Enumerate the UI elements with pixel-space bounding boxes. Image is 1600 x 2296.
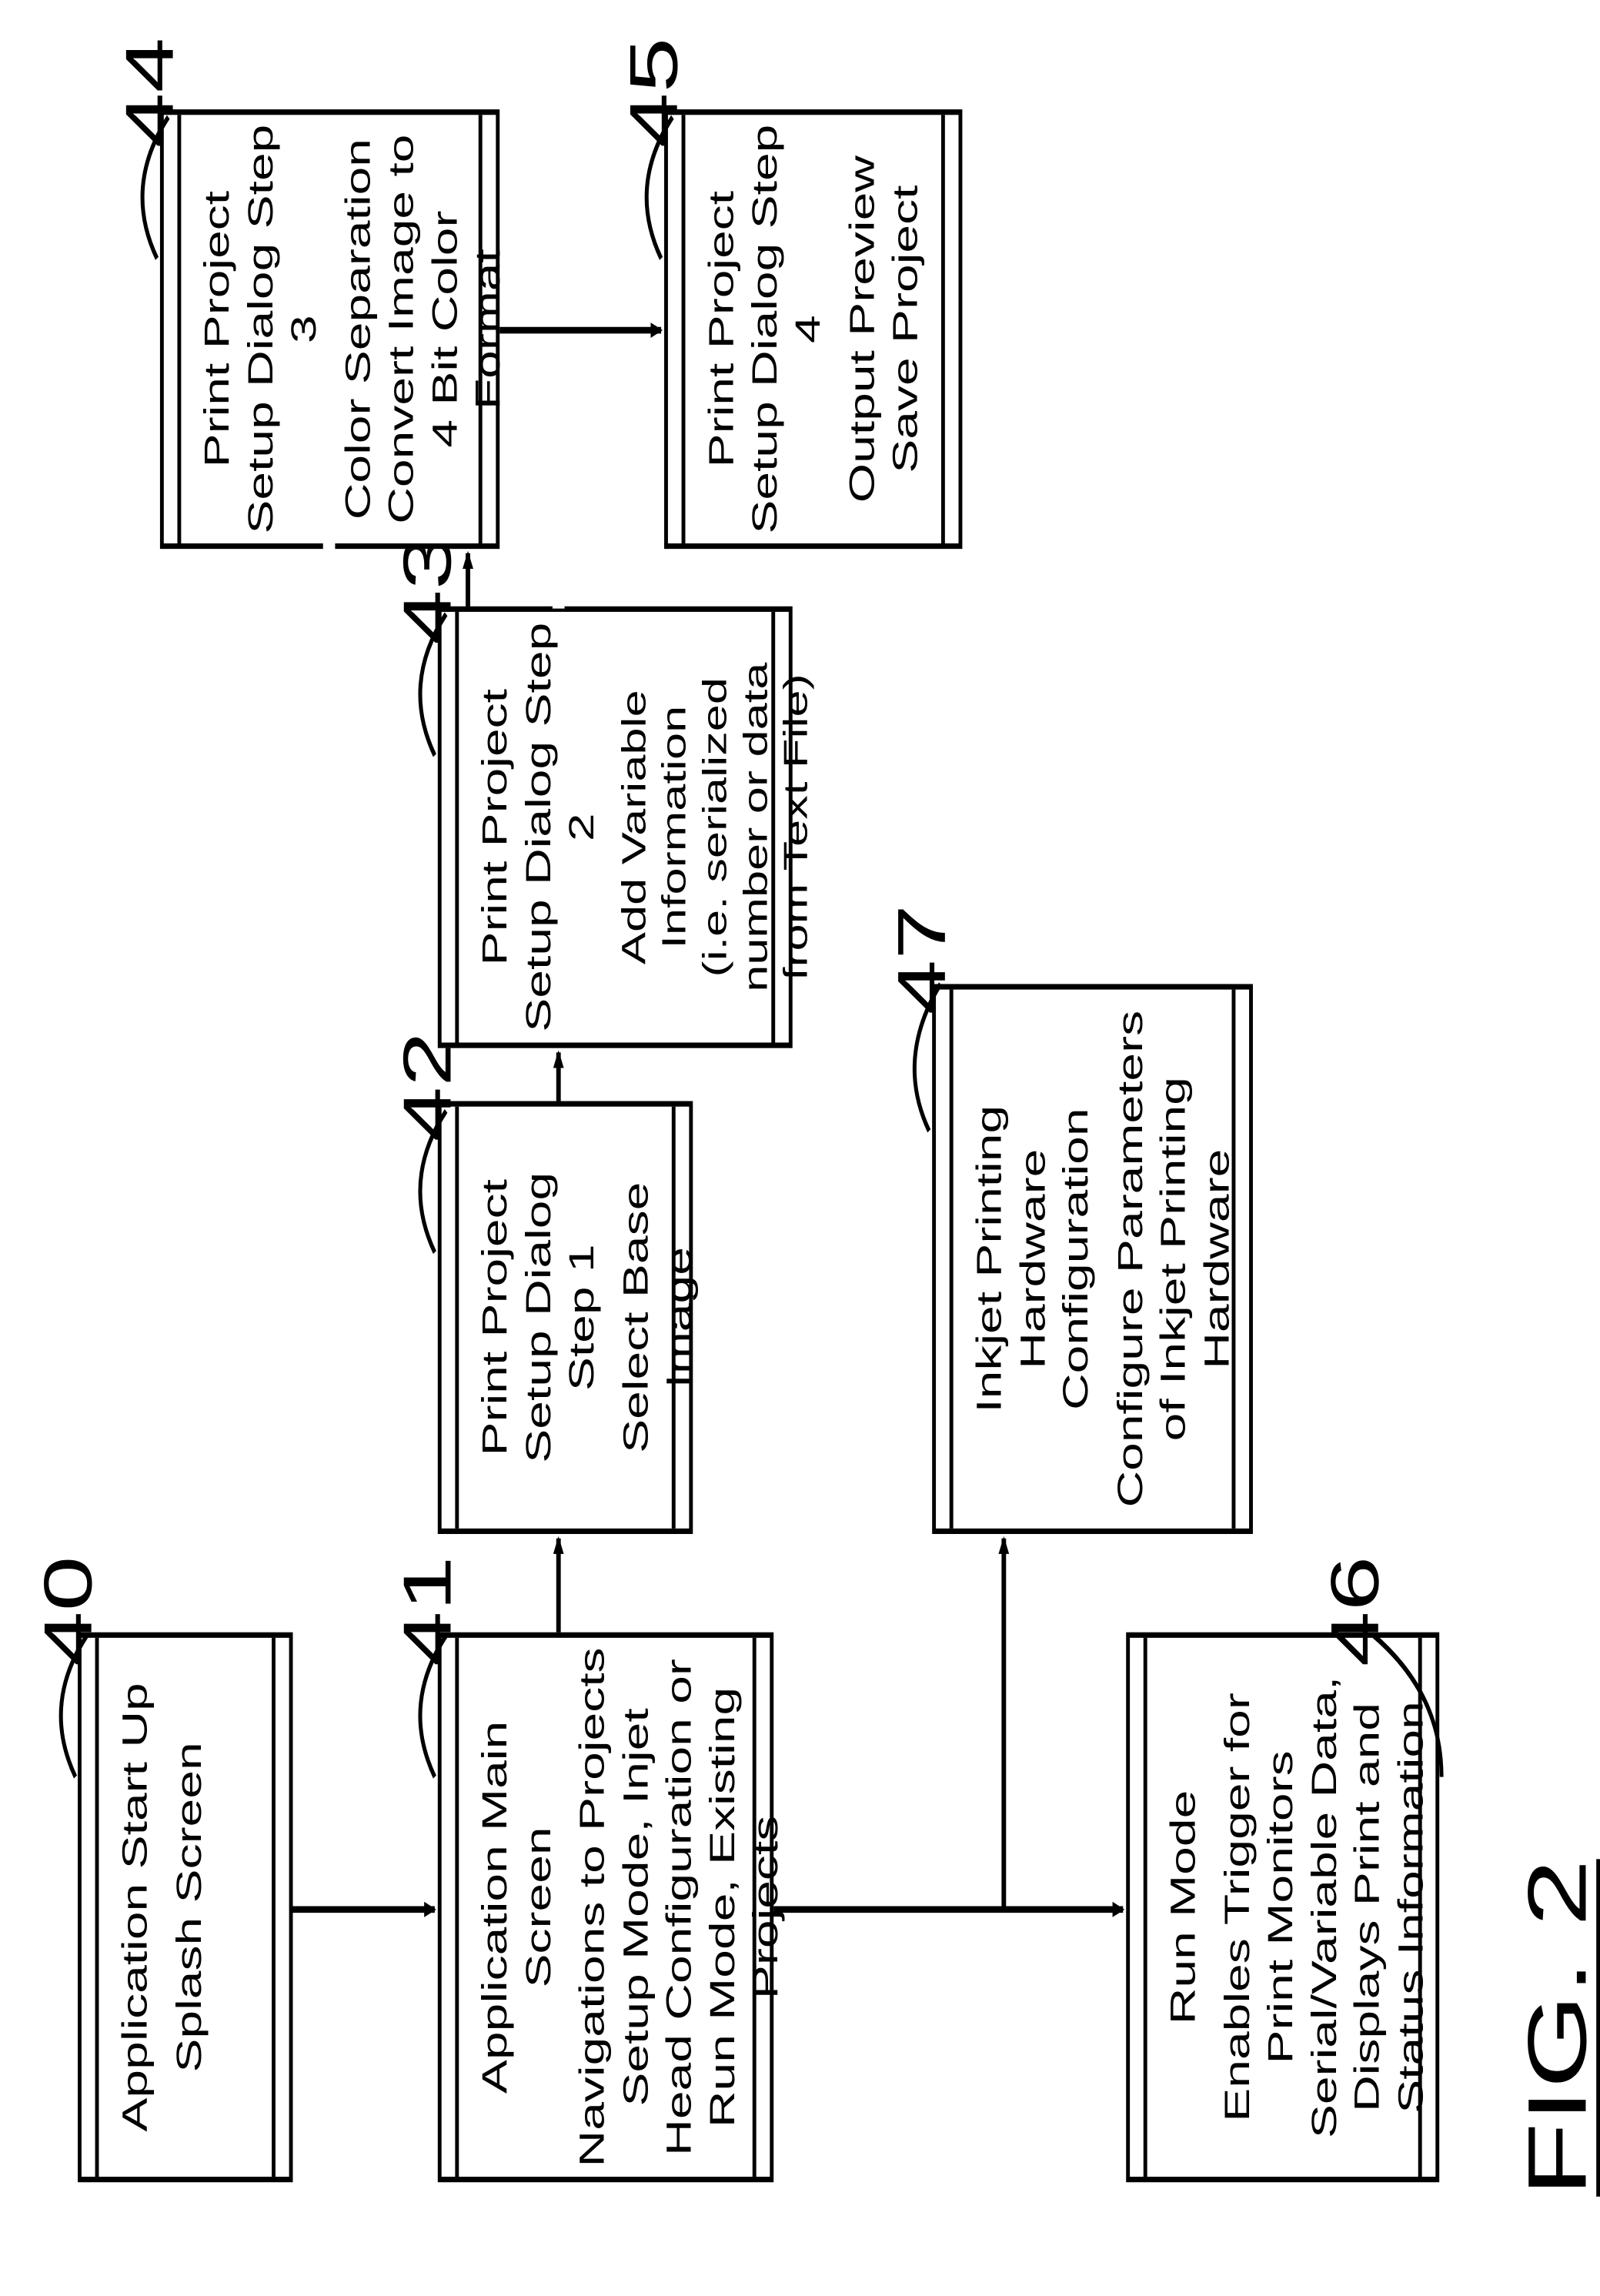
flowchart-canvas: Application Start Up Splash Screen 40 Ap… [0, 0, 1600, 2296]
figure-label: FIG. 2 [1509, 1859, 1600, 2197]
arrow-43-44 [0, 0, 1600, 2296]
